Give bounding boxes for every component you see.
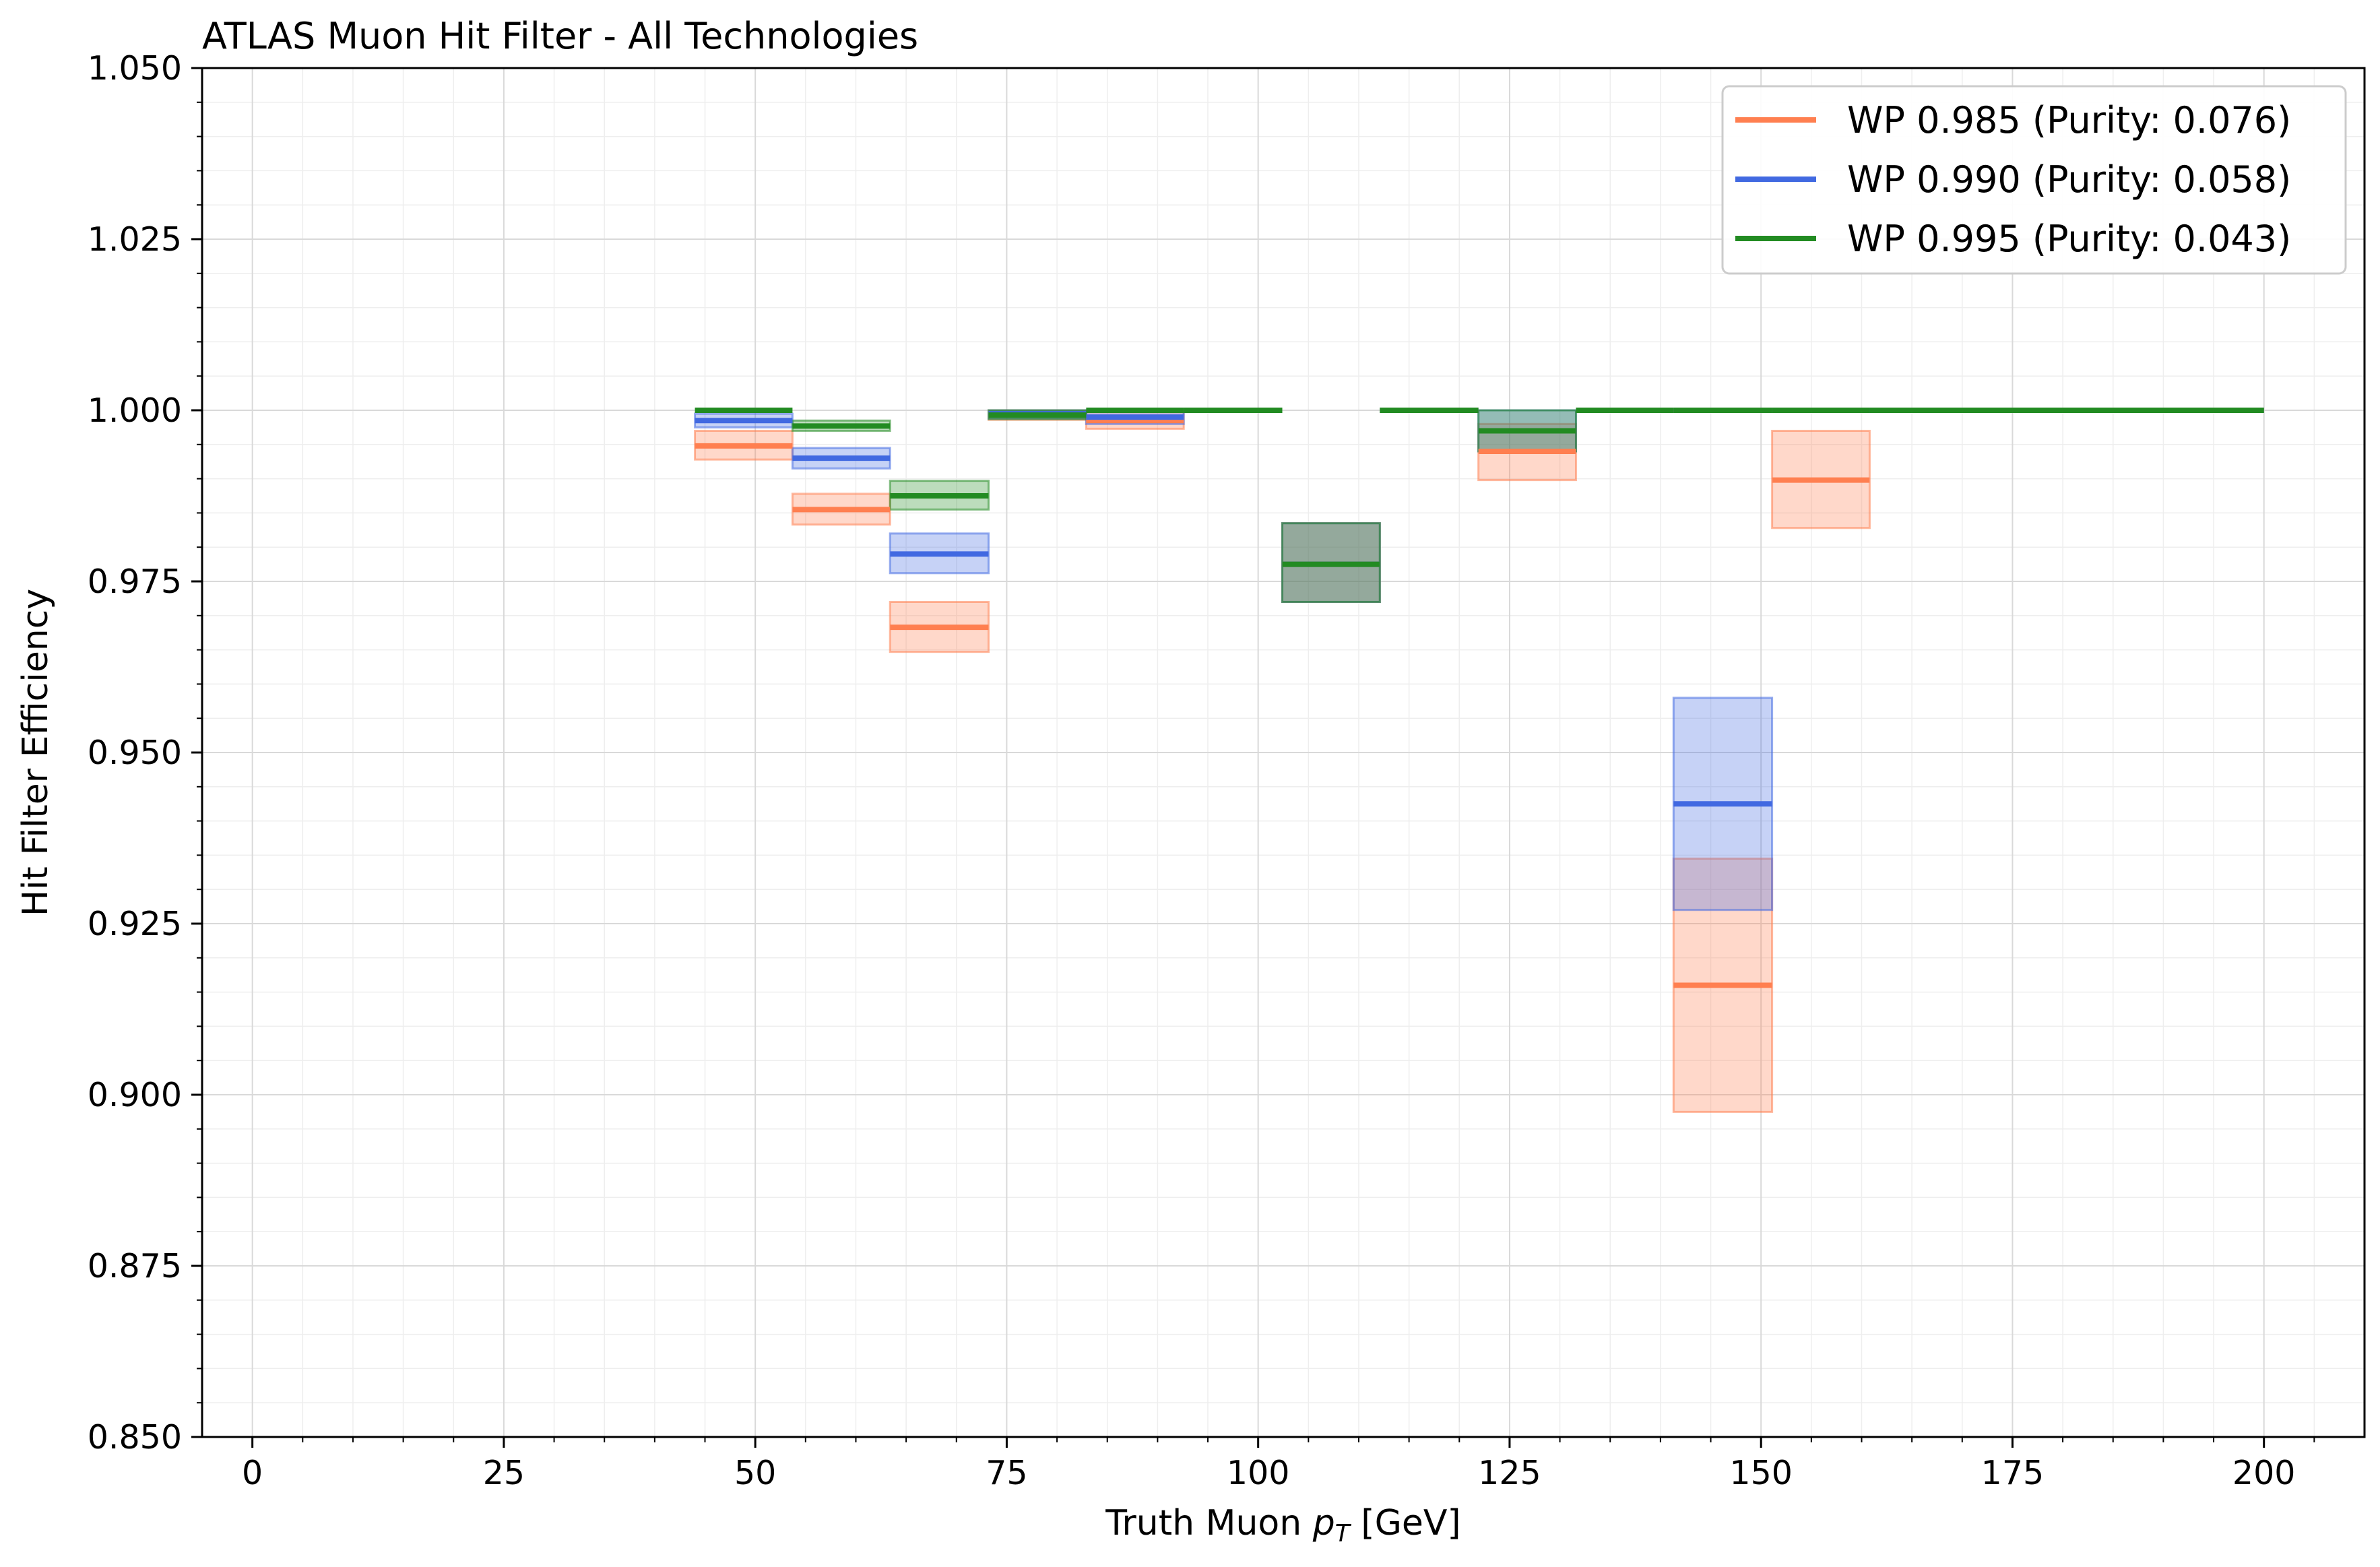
y-tick-label: 0.925 <box>88 905 182 943</box>
x-tick-labels: 0 25 50 75 100 125 150 175 200 <box>242 1454 2295 1492</box>
y-tick-label: 0.975 <box>88 563 182 601</box>
y-tick-label: 0.950 <box>88 734 182 772</box>
x-axis-label-sub: T <box>1335 1520 1352 1547</box>
chart-title: ATLAS Muon Hit Filter - All Technologies <box>202 15 918 57</box>
legend-label-series-3: WP 0.995 (Purity: 0.043) <box>1847 218 2291 260</box>
x-tick-label: 175 <box>1981 1454 2045 1492</box>
axis-ticks <box>191 67 2315 1448</box>
x-axis-label-suffix: [GeV] <box>1350 1503 1461 1543</box>
x-tick-label: 125 <box>1478 1454 1541 1492</box>
x-tick-label: 75 <box>986 1454 1027 1492</box>
y-tick-label: 0.850 <box>88 1418 182 1457</box>
y-tick-label: 0.900 <box>88 1076 182 1114</box>
legend-label-series-1: WP 0.985 (Purity: 0.076) <box>1847 99 2291 141</box>
x-tick-label: 25 <box>483 1454 525 1492</box>
y-tick-label: 1.050 <box>88 49 182 88</box>
x-tick-label: 50 <box>734 1454 776 1492</box>
y-tick-labels: 0.850 0.875 0.900 0.925 0.950 0.975 1.000 1.025… <box>88 49 182 1457</box>
x-axis-label-var: p <box>1312 1503 1335 1543</box>
series-lines <box>695 408 2264 988</box>
y-tick-label: 0.875 <box>88 1247 182 1285</box>
x-tick-label: 100 <box>1227 1454 1290 1492</box>
y-tick-label: 1.000 <box>88 391 182 430</box>
y-tick-label: 1.025 <box>88 220 182 259</box>
x-axis-label: Truth Muon pT [GeV] <box>1105 1503 1460 1547</box>
y-axis-label: Hit Filter Efficiency <box>15 589 56 916</box>
legend-box <box>1721 85 2347 275</box>
x-tick-label: 150 <box>1729 1454 1793 1492</box>
x-tick-label: 200 <box>2232 1454 2296 1492</box>
legend: WP 0.985 (Purity: 0.076) WP 0.990 (Purity… <box>1721 85 2347 275</box>
legend-label-series-2: WP 0.990 (Purity: 0.058) <box>1847 158 2291 201</box>
x-tick-label: 0 <box>242 1454 263 1492</box>
x-axis-label-prefix: Truth Muon <box>1105 1503 1312 1543</box>
